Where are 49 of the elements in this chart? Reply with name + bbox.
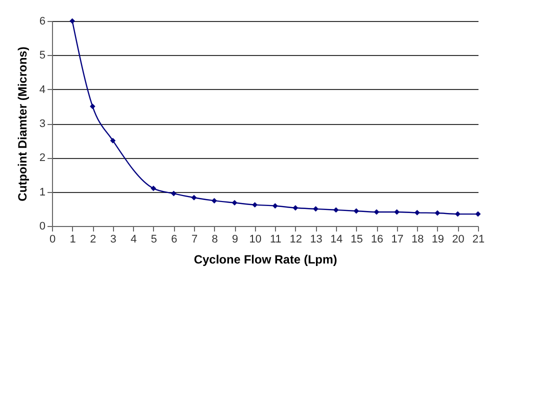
point	[232, 200, 238, 206]
y-tick-label: 1	[39, 186, 46, 198]
x-tick-label: 13	[310, 234, 322, 246]
x-tick-label: 2	[90, 234, 96, 246]
x-tick-label: 3	[110, 234, 116, 246]
point	[475, 211, 481, 217]
x-tick-label: 20	[452, 234, 464, 246]
x-tick-label: 15	[350, 234, 363, 246]
x-tick-label: 0	[49, 234, 56, 246]
y-tick-label: 0	[39, 220, 46, 232]
x-tick-label: 8	[212, 234, 218, 246]
x-tick-label: 18	[412, 234, 424, 246]
y-axis-title: Cutpoint Diamter (Microns)	[15, 46, 30, 202]
x-tick-label: 19	[432, 234, 444, 246]
point	[312, 206, 318, 212]
point	[170, 190, 176, 196]
point	[414, 210, 420, 216]
x-tick-label: 16	[370, 234, 384, 246]
x-tick-label: 17	[391, 234, 404, 246]
point	[212, 198, 218, 204]
x-tick-label: 1	[70, 234, 76, 246]
x-tick-label: 9	[232, 234, 238, 246]
point	[150, 186, 156, 192]
x-tick-label: 21	[472, 234, 485, 246]
point	[354, 208, 360, 214]
point	[70, 18, 76, 24]
point	[90, 104, 96, 110]
x-tick-label: 5	[150, 234, 157, 246]
point	[110, 138, 116, 144]
y-tick-label: 6	[39, 16, 46, 28]
point	[374, 209, 380, 215]
x-tick-label: 12	[290, 234, 302, 246]
point	[252, 202, 258, 208]
x-tick-label: 7	[191, 234, 198, 246]
x-axis-title: Cyclone Flow Rate (Lpm)	[194, 252, 338, 266]
x-tick-label: 14	[330, 234, 343, 246]
point	[272, 203, 278, 209]
x-tick-label: 10	[249, 234, 262, 246]
point	[292, 205, 298, 211]
x-tick-label: 11	[270, 234, 282, 246]
y-tick-label: 5	[39, 50, 46, 62]
y-tick-label: 3	[39, 118, 46, 130]
x-tick-label: 6	[171, 234, 178, 246]
point	[191, 194, 197, 200]
point	[333, 207, 339, 213]
y-tick-label: 4	[39, 84, 46, 96]
point	[434, 210, 440, 216]
y-tick-label: 2	[39, 152, 46, 164]
x-tick-label: 4	[130, 234, 137, 246]
